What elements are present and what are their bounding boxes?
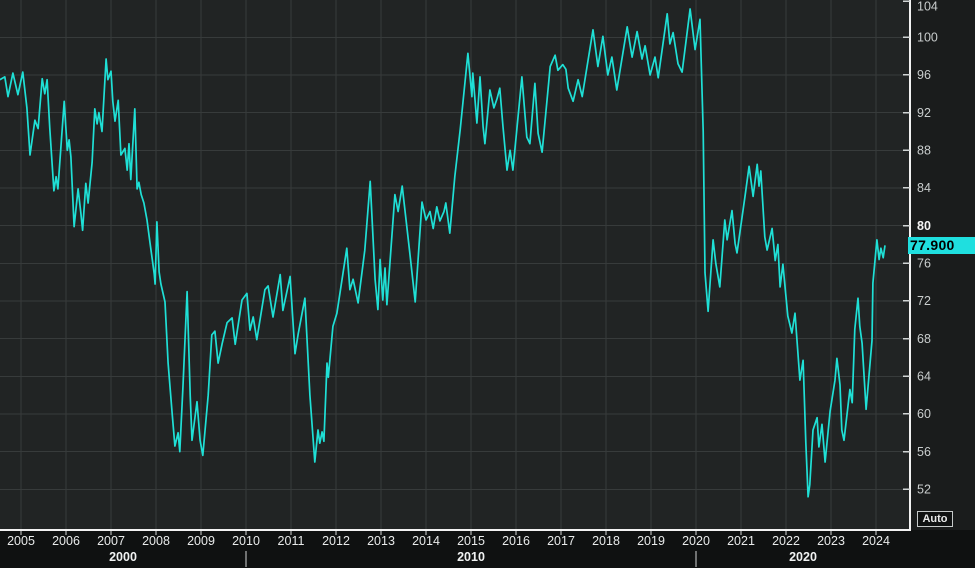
x-tick-label: 2019 [637, 534, 665, 548]
last-price-tag[interactable]: 77.900 [908, 237, 975, 254]
y-tick-label: 84 [917, 181, 931, 195]
decade-label: 2000 [109, 550, 137, 564]
y-tick-label: 104 [917, 0, 938, 14]
y-axis-strip[interactable] [910, 0, 975, 530]
decade-label: 2010 [457, 550, 485, 564]
grid-lines [0, 0, 910, 530]
x-tick-label: 2020 [682, 534, 710, 548]
y-tick-label: 72 [917, 294, 931, 308]
price-line [0, 8, 886, 498]
axes [0, 0, 911, 567]
y-tick-label: 100 [917, 31, 938, 45]
y-tick-label: 80 [917, 219, 931, 233]
y-tick-label: 68 [917, 332, 931, 346]
plot-area[interactable] [0, 0, 910, 530]
y-tick-label: 88 [917, 144, 931, 158]
y-tick-label: 76 [917, 257, 931, 271]
x-tick-label: 2006 [52, 534, 80, 548]
x-tick-label: 2007 [97, 534, 125, 548]
y-tick-label: 56 [917, 445, 931, 459]
x-tick-label: 2012 [322, 534, 350, 548]
x-tick-label: 2021 [727, 534, 755, 548]
x-tick-label: 2017 [547, 534, 575, 548]
decade-label: 2020 [789, 550, 817, 564]
x-tick-label: 2016 [502, 534, 530, 548]
axis-labels: 104 100 96 92 88 84 80 76 72 68 64 60 56 52 2005 2006 20… [7, 0, 938, 564]
x-tick-label: 2005 [7, 534, 35, 548]
x-tick-label: 2018 [592, 534, 620, 548]
x-tick-label: 2015 [457, 534, 485, 548]
x-tick-label: 2022 [772, 534, 800, 548]
y-tick-label: 64 [917, 370, 931, 384]
x-tick-label: 2008 [142, 534, 170, 548]
x-tick-label: 2010 [232, 534, 260, 548]
auto-scale-button[interactable]: Auto [917, 511, 953, 527]
x-tick-label: 2024 [862, 534, 890, 548]
x-tick-label: 2011 [278, 534, 305, 548]
y-tick-label: 52 [917, 483, 931, 497]
y-tick-label: 92 [917, 106, 931, 120]
x-tick-label: 2009 [187, 534, 215, 548]
x-tick-label: 2013 [367, 534, 395, 548]
x-tick-label: 2014 [412, 534, 440, 548]
y-tick-label: 96 [917, 68, 931, 82]
y-tick-label: 60 [917, 407, 931, 421]
price-line-path [0, 8, 886, 498]
x-tick-label: 2023 [817, 534, 845, 548]
